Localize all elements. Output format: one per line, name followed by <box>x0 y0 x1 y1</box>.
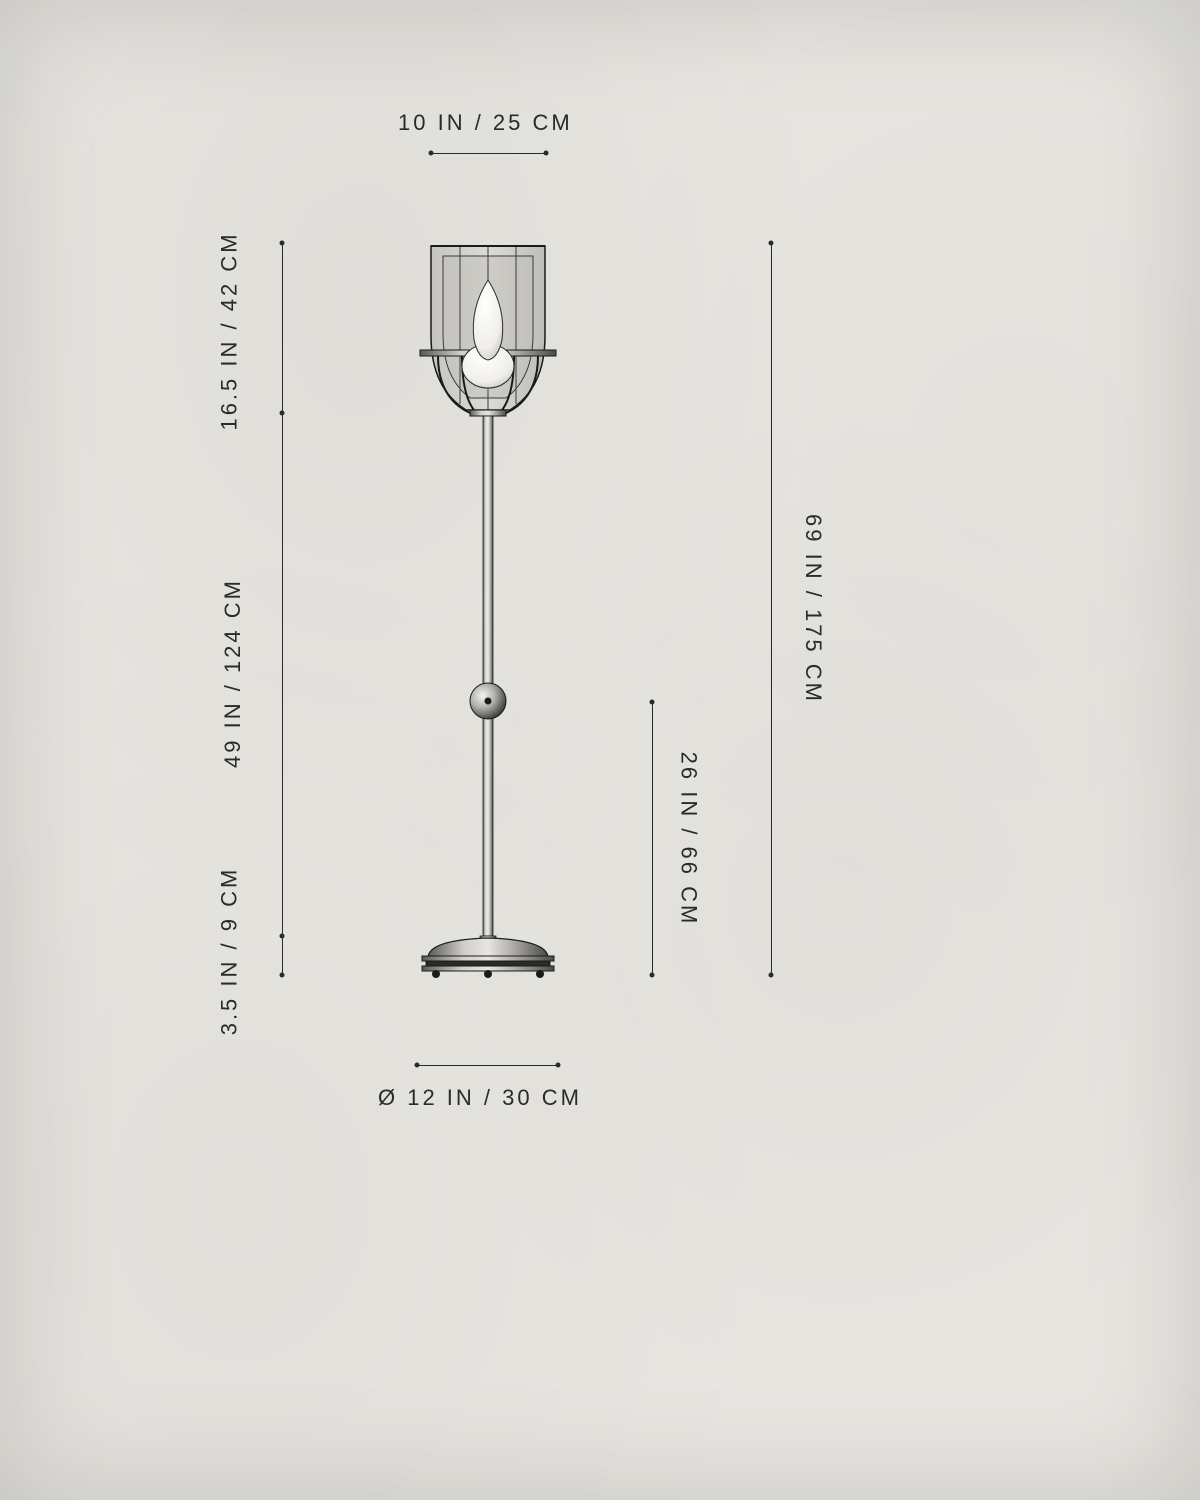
dim-right-mid-line <box>652 702 653 975</box>
dim-cap <box>769 241 774 246</box>
dim-left-base-line <box>282 936 283 975</box>
dim-left-base-label: 3.5 IN / 9 CM <box>216 867 242 1036</box>
dim-cap <box>769 973 774 978</box>
dim-cap <box>429 151 434 156</box>
dim-cap <box>415 1063 420 1068</box>
lamp-drawing <box>418 238 558 978</box>
lamp-pole <box>483 416 493 936</box>
dim-left-pole-line <box>282 413 283 936</box>
dim-left-pole-label: 49 IN / 124 CM <box>220 578 246 768</box>
dim-right-full-label: 69 IN / 175 CM <box>800 514 826 704</box>
dim-top-width-label: 10 IN / 25 CM <box>398 110 573 136</box>
lamp-base <box>422 936 554 978</box>
dim-cap <box>650 700 655 705</box>
dim-cap <box>556 1063 561 1068</box>
dim-right-mid-label: 26 IN / 66 CM <box>675 752 701 927</box>
dim-cap <box>544 151 549 156</box>
dim-cap <box>280 241 285 246</box>
dim-right-full-line <box>771 243 772 975</box>
dim-left-shade-line <box>282 243 283 413</box>
dim-left-shade-label: 16.5 IN / 42 CM <box>217 231 243 430</box>
dim-bottom-width-label: Ø 12 IN / 30 CM <box>378 1085 582 1111</box>
dim-bottom-width-line <box>417 1065 558 1066</box>
dim-cap <box>280 973 285 978</box>
dim-cap <box>650 973 655 978</box>
dim-top-width-line <box>431 153 546 154</box>
